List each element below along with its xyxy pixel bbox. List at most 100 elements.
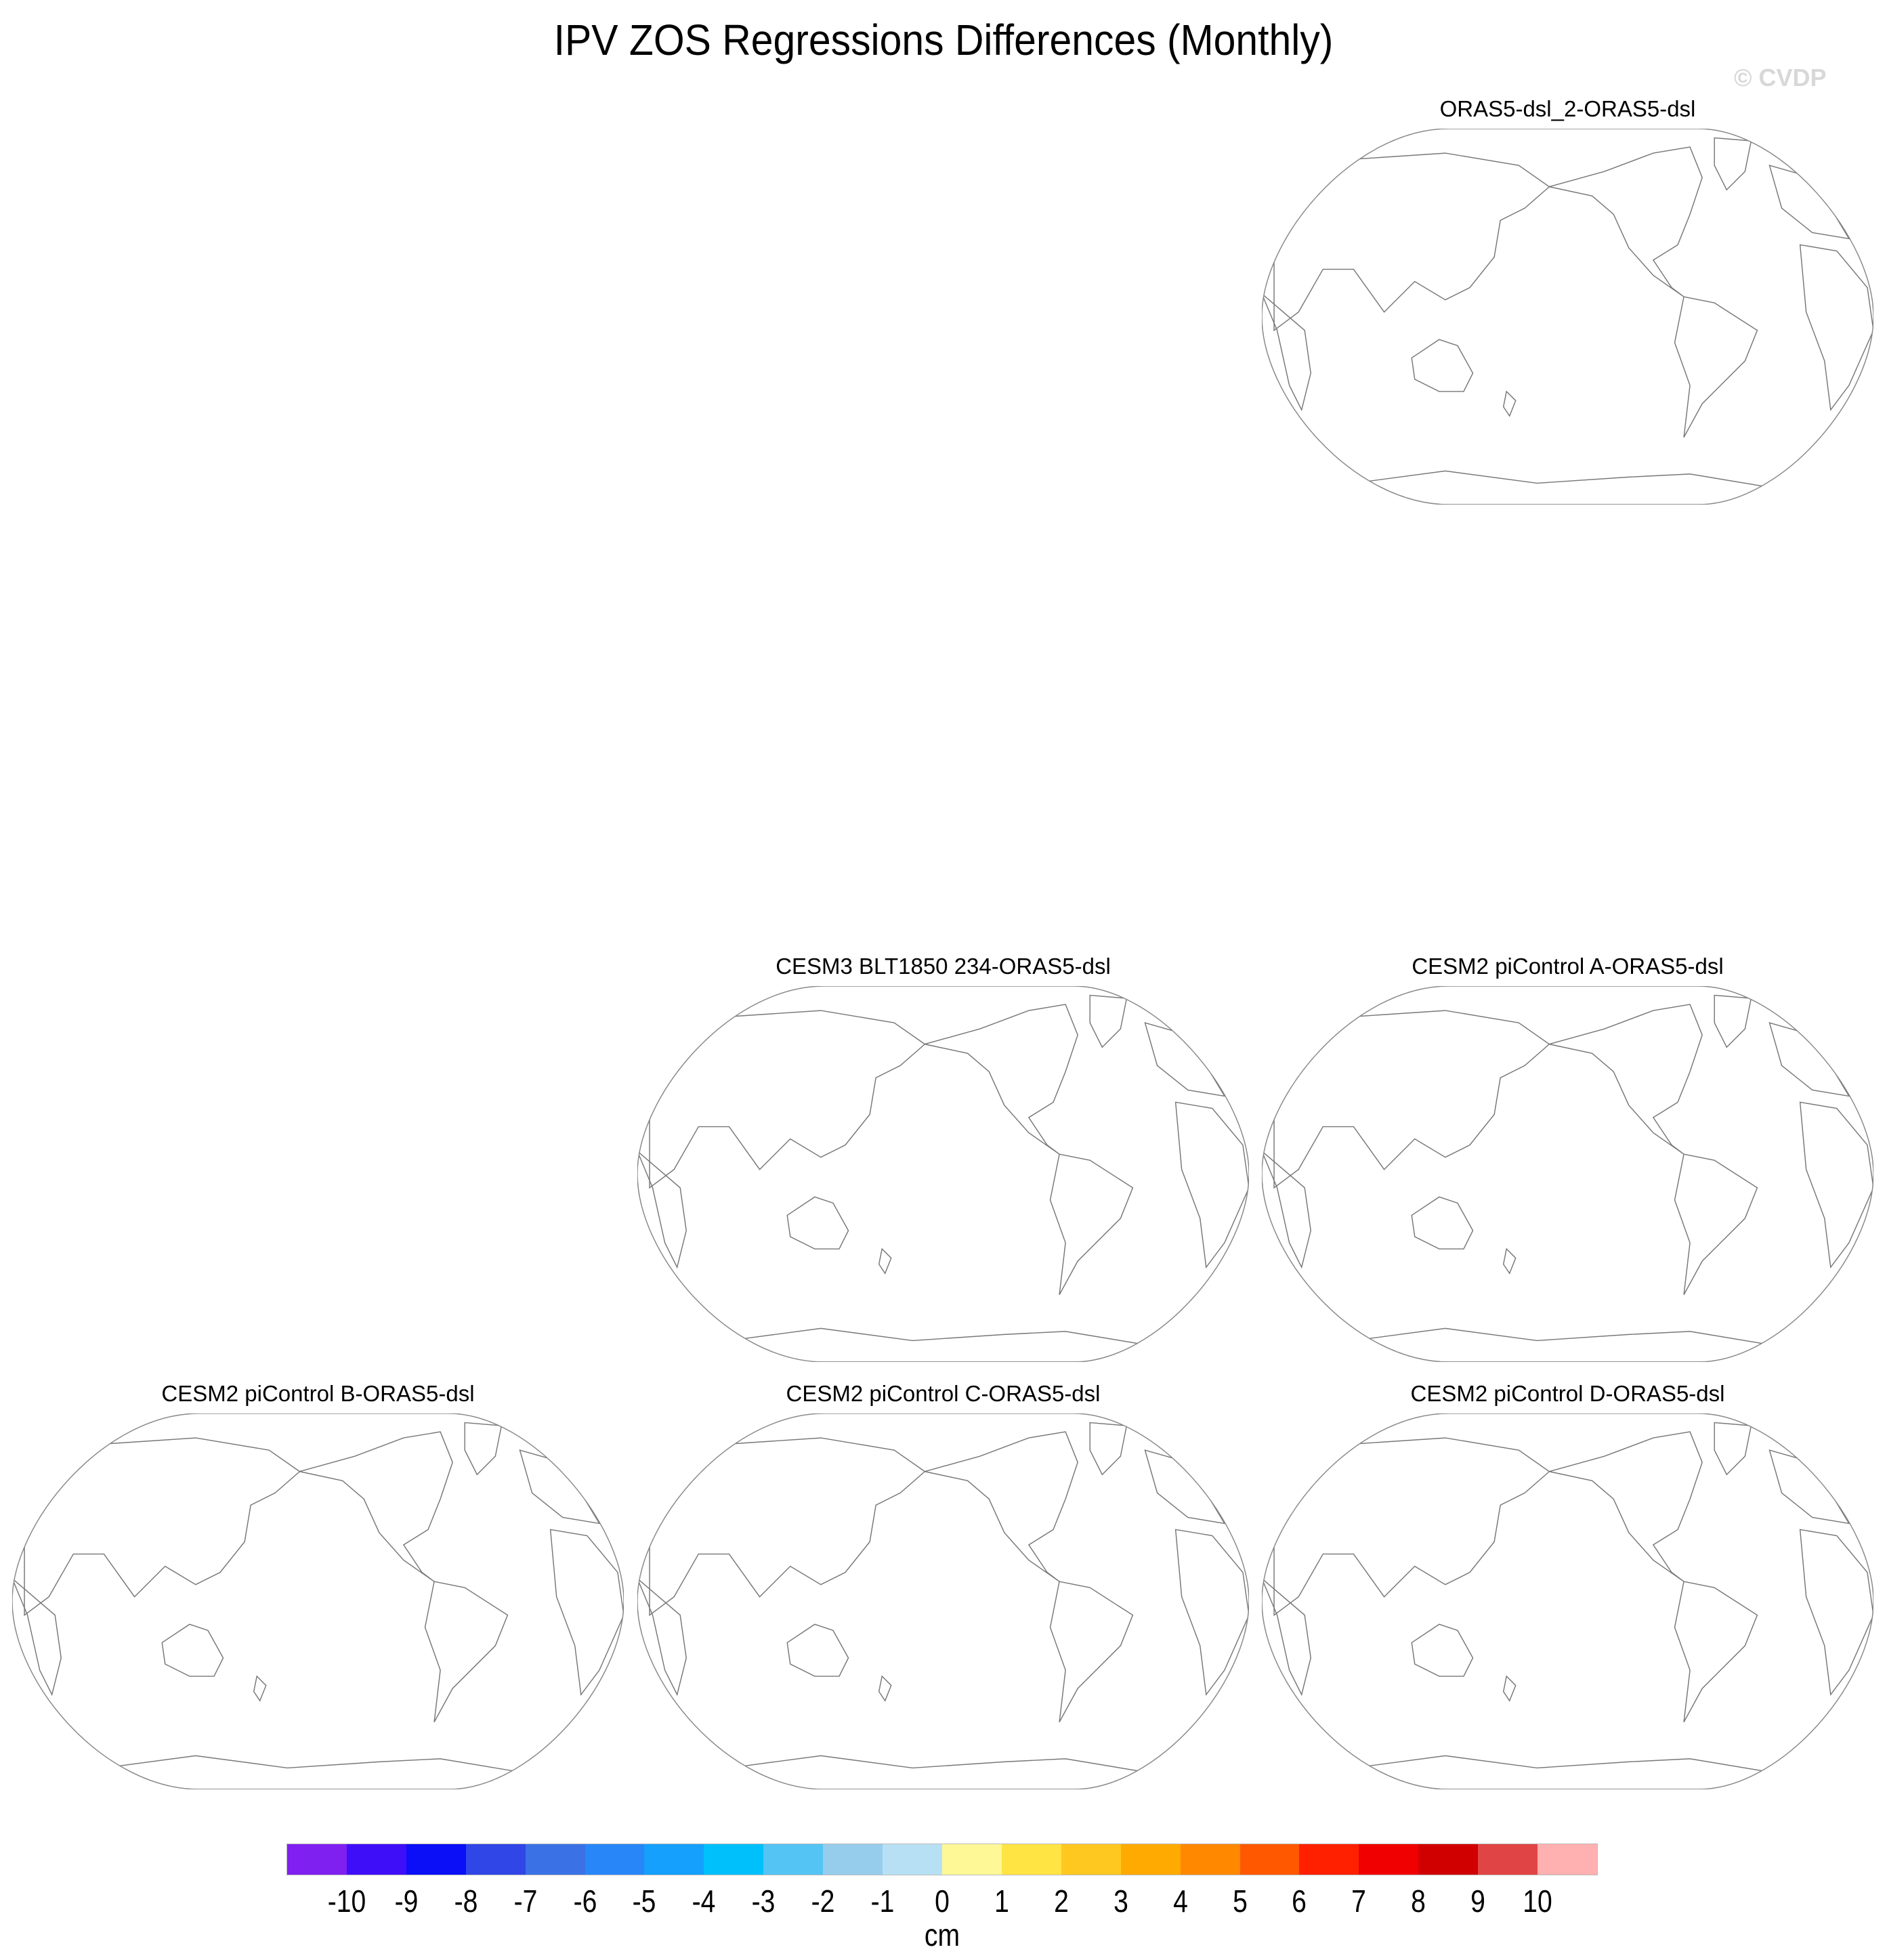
colorbar-tick-label: -7 xyxy=(513,1883,538,1919)
colorbar-swatch xyxy=(1061,1844,1121,1875)
colorbar-swatch xyxy=(1359,1844,1419,1875)
colorbar-swatch xyxy=(1120,1844,1181,1875)
colorbar-tick-label: 10 xyxy=(1523,1883,1552,1919)
coastline-europe xyxy=(1768,1022,1850,1097)
coastline-asia xyxy=(1273,1437,1550,1617)
coastline-australia xyxy=(1411,339,1474,392)
coastline-greenland xyxy=(464,1422,503,1476)
map-panel: CESM2 piControl A-ORAS5-dsl xyxy=(1262,954,1873,1362)
colorbar-tick-label: -8 xyxy=(454,1883,478,1919)
coastline-africa-west xyxy=(1262,293,1311,412)
coastline-africa-west xyxy=(12,1578,62,1697)
colorbar-swatch xyxy=(644,1844,704,1875)
panel-title: CESM2 piControl A-ORAS5-dsl xyxy=(1412,954,1724,979)
colorbar-swatch xyxy=(1299,1844,1359,1875)
coastline-australia xyxy=(1411,1623,1474,1677)
colorbar-tick-label: 5 xyxy=(1232,1883,1248,1919)
panel-title: CESM2 piControl D-ORAS5-dsl xyxy=(1410,1381,1725,1406)
map-panel: CESM2 piControl B-ORAS5-dsl xyxy=(12,1381,624,1789)
map-boundary xyxy=(637,1413,1249,1789)
coastline-greenland xyxy=(1089,1422,1128,1476)
map-panel: CESM2 piControl D-ORAS5-dsl xyxy=(1262,1381,1873,1789)
colorbar-swatch xyxy=(1239,1844,1300,1875)
colorbar-swatch xyxy=(1478,1844,1538,1875)
coastline-africa-east xyxy=(1174,1529,1249,1696)
coastline-north-america xyxy=(1549,1431,1703,1582)
colorbar-swatch xyxy=(465,1844,526,1875)
coastline-asia xyxy=(1273,152,1550,332)
colorbar-swatch xyxy=(883,1844,942,1875)
colorbar-swatch xyxy=(287,1844,347,1875)
colorbar-swatch xyxy=(823,1844,883,1875)
coastline-greenland xyxy=(1089,994,1128,1048)
coastline-africa-west xyxy=(637,1151,687,1269)
colorbar-tick-label: 3 xyxy=(1113,1883,1128,1919)
coastline-south-america xyxy=(1674,1153,1758,1296)
coastline-africa-west xyxy=(637,1578,687,1697)
coastline-africa-east xyxy=(1799,244,1873,411)
colorbar-tick-label: 0 xyxy=(935,1883,950,1919)
coastline-africa-west xyxy=(1262,1578,1311,1697)
coastline-africa-east xyxy=(549,1529,624,1696)
colorbar-tick-label: -2 xyxy=(811,1883,835,1919)
map-panel: CESM2 piControl C-ORAS5-dsl xyxy=(637,1381,1249,1789)
colorbar-units: cm xyxy=(924,1917,960,1953)
coastline-europe xyxy=(1144,1449,1226,1525)
map-boundary xyxy=(12,1413,624,1789)
coastline-asia xyxy=(24,1437,301,1617)
coastline-australia xyxy=(161,1623,224,1677)
coastline-greenland xyxy=(1714,1422,1752,1476)
colorbar-tick-label: -4 xyxy=(692,1883,716,1919)
coastline-asia xyxy=(1273,1010,1550,1189)
coastline-australia xyxy=(786,1196,849,1250)
colorbar-tick-label: 1 xyxy=(994,1883,1009,1919)
colorbar-swatch xyxy=(763,1844,824,1875)
coastline-australia xyxy=(1411,1196,1474,1250)
coastline-north-america xyxy=(299,1431,453,1582)
colorbar-tick-label: -5 xyxy=(633,1883,656,1919)
coastline-north-america xyxy=(925,1004,1078,1155)
coastline-new-zealand xyxy=(878,1675,892,1702)
panel-title: ORAS5-dsl_2-ORAS5-dsl xyxy=(1439,96,1696,121)
coastline-asia xyxy=(649,1010,926,1189)
coastline-antarctica xyxy=(697,1327,1189,1362)
map-panel: ORAS5-dsl_2-ORAS5-dsl xyxy=(1262,96,1873,505)
colorbar-swatch xyxy=(525,1844,585,1875)
colorbar-swatch xyxy=(704,1844,764,1875)
map-panel: CESM3 BLT1850 234-ORAS5-dsl xyxy=(637,954,1249,1362)
coastline-africa-east xyxy=(1799,1529,1873,1696)
coastline-new-zealand xyxy=(1502,390,1517,417)
watermark: © CVDP xyxy=(1734,64,1827,91)
coastline-antarctica xyxy=(72,1755,564,1789)
coastline-north-america xyxy=(1549,1004,1703,1155)
robinson-map xyxy=(1262,129,1873,505)
coastline-greenland xyxy=(1714,994,1752,1048)
coastline-africa-west xyxy=(1262,1151,1311,1269)
colorbar-tick-label: -1 xyxy=(870,1883,895,1919)
main-title: IPV ZOS Regressions Differences (Monthly… xyxy=(553,16,1334,64)
map-boundary xyxy=(1262,986,1873,1362)
coastline-antarctica xyxy=(1321,1327,1813,1362)
colorbar-tick-label: -6 xyxy=(573,1883,597,1919)
colorbar-tick-label: -10 xyxy=(327,1883,366,1919)
coastline-new-zealand xyxy=(1502,1248,1517,1275)
panel-title: CESM3 BLT1850 234-ORAS5-dsl xyxy=(776,954,1111,979)
robinson-map xyxy=(12,1413,624,1789)
coastline-south-america xyxy=(1674,296,1758,438)
colorbar-swatch xyxy=(346,1844,406,1875)
coastline-europe xyxy=(1768,1449,1850,1525)
colorbar-tick-label: -3 xyxy=(751,1883,776,1919)
coastline-africa-east xyxy=(1174,1101,1249,1269)
coastline-europe xyxy=(1768,165,1850,240)
robinson-map xyxy=(1262,1413,1873,1789)
colorbar xyxy=(287,1844,1598,1875)
colorbar-tick-label: 9 xyxy=(1470,1883,1486,1919)
colorbar-swatch xyxy=(585,1844,645,1875)
panel-title: CESM2 piControl B-ORAS5-dsl xyxy=(161,1381,475,1406)
coastline-greenland xyxy=(1714,137,1752,191)
colorbar-swatch xyxy=(1418,1844,1479,1875)
colorbar-tick-label: 8 xyxy=(1411,1883,1426,1919)
coastline-north-america xyxy=(925,1431,1078,1582)
map-boundary xyxy=(637,986,1249,1362)
robinson-map xyxy=(1262,986,1873,1362)
